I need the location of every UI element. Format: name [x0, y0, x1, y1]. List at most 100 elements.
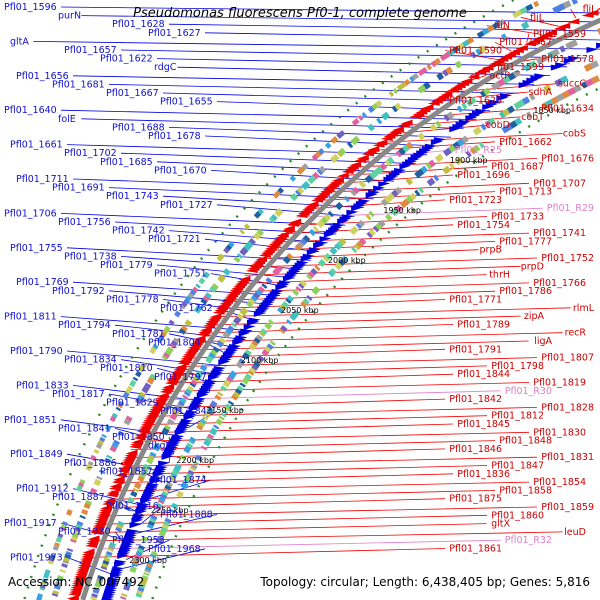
right-gene-label: Pfl01_1842	[449, 394, 502, 405]
feature-segment	[475, 48, 482, 56]
left-label-connector	[162, 299, 266, 314]
feature-segment	[220, 385, 228, 392]
feature-segment	[286, 252, 294, 261]
feature-segment	[472, 126, 483, 136]
feature-segment	[47, 560, 54, 565]
feature-segment	[182, 394, 189, 400]
feature-segment	[70, 538, 77, 544]
left-gene-label: Pfl01_1851	[4, 415, 57, 426]
feature-segment	[351, 246, 358, 254]
feature-segment	[156, 337, 163, 344]
right-label-connector	[162, 382, 530, 392]
feature-segment	[222, 268, 231, 276]
forward-gene-arrow	[563, 58, 576, 64]
right-gene-label: Pfl01_1847	[491, 461, 544, 472]
reverse-gene-arrow	[164, 379, 177, 386]
reverse-gene-arrow	[245, 267, 258, 273]
right-gene-label: zipA	[524, 311, 545, 322]
left-label-connector	[136, 514, 218, 534]
left-label-connector	[216, 204, 355, 217]
kbp-tick-label: 2300 kbp	[129, 556, 167, 565]
feature-segment	[241, 352, 250, 360]
right-gene-label: fliL	[530, 12, 545, 23]
feature-segment	[59, 569, 66, 573]
feature-segment	[286, 319, 293, 325]
feature-segment	[141, 469, 148, 475]
feature-segment	[187, 385, 194, 392]
feature-segment	[339, 237, 347, 246]
topology-text: Topology: circular; Length: 6,438,405 bp…	[260, 575, 590, 589]
forward-gene-arrow	[188, 405, 201, 412]
feature-segment	[89, 487, 98, 495]
feature-segment	[144, 568, 151, 574]
right-label-connector	[126, 448, 446, 459]
feature-segment	[461, 102, 468, 110]
feature-segment	[98, 469, 106, 475]
feature-segment	[192, 376, 200, 383]
feature-segment	[434, 153, 444, 163]
left-gene-label: Pfl01_1706	[4, 208, 57, 219]
reverse-gene-arrow	[137, 427, 150, 434]
reverse-gene-arrow	[202, 322, 215, 328]
feature-segment	[62, 560, 69, 564]
feature-segment	[272, 268, 281, 276]
feature-segment	[525, 111, 533, 119]
feature-segment	[203, 412, 211, 418]
right-label-connector	[111, 481, 530, 492]
reverse-gene-arrow	[409, 113, 422, 119]
feature-segment	[361, 112, 368, 118]
right-gene-label: Pfl01_1599	[491, 62, 544, 73]
feature-segment	[111, 535, 119, 541]
feature-segment	[107, 547, 114, 553]
feature-segment	[253, 211, 262, 219]
feature-segment	[276, 307, 285, 314]
feature-segment	[60, 527, 66, 531]
feature-segment	[343, 195, 350, 203]
right-label-connector	[96, 514, 488, 525]
left-gene-label: Pfl01_1762	[160, 303, 213, 314]
feature-segment	[213, 424, 220, 430]
feature-segment	[149, 346, 157, 355]
feature-segment	[76, 485, 83, 492]
feature-segment	[189, 466, 197, 472]
feature-segment	[420, 165, 429, 174]
feature-segment	[216, 391, 224, 397]
right-gene-label: Pfl01_1625	[449, 95, 502, 106]
kbp-tick-label: 1900 kbp	[450, 156, 488, 165]
feature-segment	[141, 361, 148, 368]
feature-segment	[528, 93, 536, 101]
feature-segment	[296, 166, 306, 175]
feature-segment	[135, 593, 143, 598]
feature-segment	[349, 225, 359, 236]
feature-segment	[461, 39, 470, 48]
right-label-connector	[520, 16, 559, 27]
feature-segment	[183, 391, 191, 397]
right-gene-label: Pfl01_1723	[449, 195, 502, 206]
forward-gene-arrow	[253, 311, 266, 317]
left-label-connector	[162, 92, 505, 103]
forward-gene-arrow	[246, 319, 259, 326]
feature-segment	[200, 298, 208, 305]
reverse-gene-arrow	[159, 388, 172, 394]
feature-segment	[146, 457, 154, 465]
feature-segment	[141, 535, 149, 543]
left-gene-label: Pfl01_1797	[154, 372, 207, 383]
right-label-connector	[148, 407, 538, 417]
forward-gene-arrow	[596, 42, 600, 49]
feature-segment	[227, 400, 235, 406]
reverse-gene-arrow	[354, 157, 367, 163]
feature-segment	[218, 415, 225, 421]
feature-segment	[83, 502, 91, 510]
feature-segment	[484, 120, 492, 128]
feature-segment	[381, 111, 391, 121]
forward-gene-arrow	[383, 176, 396, 183]
feature-segment	[336, 130, 346, 139]
feature-segment	[571, 0, 578, 5]
right-gene-label: cobD	[486, 120, 510, 131]
left-gene-label: Pfl01_1688	[112, 122, 165, 133]
left-gene-label: Pfl01_1702	[64, 148, 117, 159]
feature-segment	[44, 569, 51, 574]
feature-segment	[96, 475, 103, 481]
reverse-gene-arrow	[68, 590, 81, 597]
feature-segment	[282, 255, 291, 265]
